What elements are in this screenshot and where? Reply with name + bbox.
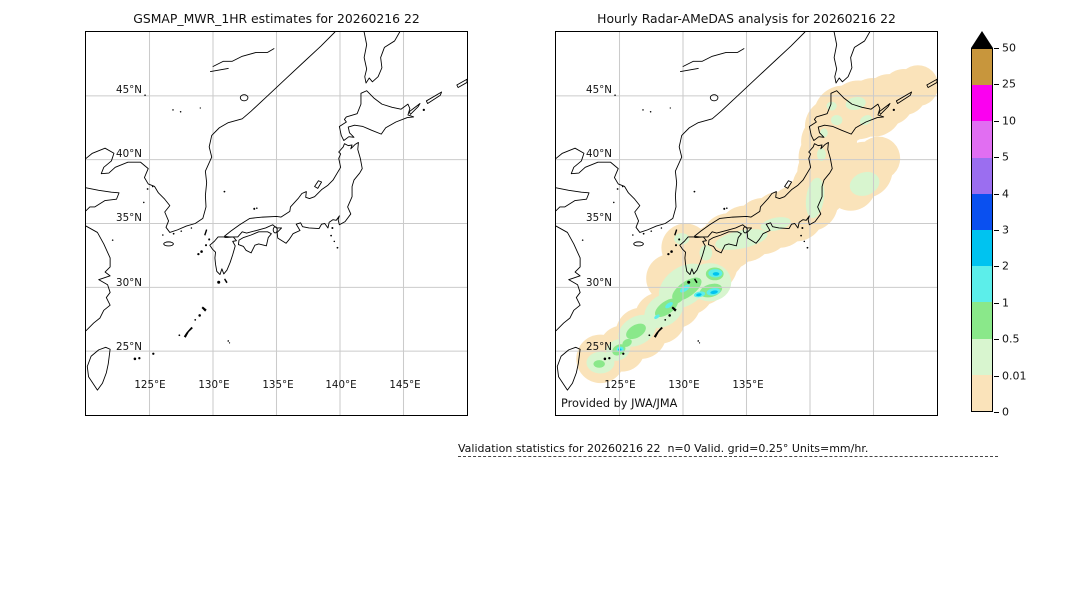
colorbar-segment <box>972 85 992 122</box>
colorbar-segment <box>972 229 992 267</box>
colorbar-segment <box>972 374 992 411</box>
colorbar-tick-label: 0.01 <box>1002 369 1027 383</box>
left-map-title: GSMAP_MWR_1HR estimates for 20260216 22 <box>133 11 420 26</box>
lon-tick-label: 125°E <box>134 379 166 391</box>
lon-tick-label: 135°E <box>732 379 764 391</box>
credit-label: Provided by JWA/JMA <box>561 397 678 410</box>
colorbar-tick <box>994 193 999 195</box>
lat-tick-label: 40°N <box>586 148 612 160</box>
colorbar-segment <box>972 193 992 230</box>
lat-tick-label: 25°N <box>116 341 142 353</box>
colorbar-tick-label: 0 <box>1002 405 1009 419</box>
colorbar: 50 25 10 5 4 3 2 1 0.5 0.01 0 <box>971 31 1080 419</box>
colorbar-segment <box>972 302 992 339</box>
lon-tick-label: 140°E <box>325 379 357 391</box>
precipitation-layer <box>576 65 937 384</box>
lon-tick-label: 130°E <box>198 379 230 391</box>
colorbar-tick <box>994 302 999 304</box>
colorbar-segment <box>972 157 992 194</box>
colorbar-tick-label: 25 <box>1002 77 1016 91</box>
colorbar-tick-label: 1 <box>1002 296 1009 310</box>
gsmap-map-canvas <box>86 32 467 415</box>
radar-amedas-map-panel: 45°N 40°N 35°N 30°N 25°N 125°E 130°E 135… <box>555 31 938 416</box>
lat-tick-label: 45°N <box>586 84 612 96</box>
colorbar-tick <box>994 339 999 341</box>
colorbar-tick <box>994 412 999 413</box>
footer-dashed-line <box>458 456 998 457</box>
lat-tick-label: 35°N <box>116 212 142 224</box>
lat-tick-label: 35°N <box>586 212 612 224</box>
colorbar-tick <box>994 48 999 49</box>
gsmap-map-panel: 45°N 40°N 35°N 30°N 25°N 125°E 130°E 135… <box>85 31 468 416</box>
colorbar-tick <box>994 375 999 377</box>
colorbar-scale <box>971 48 993 412</box>
lon-tick-label: 125°E <box>604 379 636 391</box>
colorbar-tick <box>994 266 999 268</box>
radar-map-canvas <box>556 32 937 415</box>
lon-tick-label: 135°E <box>262 379 294 391</box>
lat-tick-label: 40°N <box>116 148 142 160</box>
colorbar-tick <box>994 230 999 231</box>
lat-tick-label: 45°N <box>116 84 142 96</box>
colorbar-tick <box>994 157 999 159</box>
right-map-title: Hourly Radar-AMeDAS analysis for 2026021… <box>597 11 896 26</box>
colorbar-tick-label: 50 <box>1002 41 1016 55</box>
colorbar-segment <box>972 338 992 375</box>
lon-tick-label: 145°E <box>389 379 421 391</box>
colorbar-tick-label: 3 <box>1002 223 1009 237</box>
colorbar-over-arrow <box>971 31 993 48</box>
colorbar-tick <box>994 120 999 122</box>
validation-footer-text: Validation statistics for 20260216 22 n=… <box>458 442 869 455</box>
lat-tick-label: 30°N <box>116 277 142 289</box>
grid-lines <box>86 32 467 415</box>
colorbar-tick <box>994 84 999 86</box>
colorbar-segment <box>972 49 992 86</box>
colorbar-segment <box>972 266 992 303</box>
colorbar-segment <box>972 121 992 158</box>
lat-tick-label: 25°N <box>586 341 612 353</box>
colorbar-tick-label: 0.5 <box>1002 332 1020 346</box>
colorbar-tick-label: 5 <box>1002 150 1009 164</box>
colorbar-tick-label: 4 <box>1002 187 1009 201</box>
colorbar-tick-label: 10 <box>1002 114 1016 128</box>
colorbar-tick-label: 2 <box>1002 259 1009 273</box>
lat-tick-label: 30°N <box>586 277 612 289</box>
lon-tick-label: 130°E <box>668 379 700 391</box>
